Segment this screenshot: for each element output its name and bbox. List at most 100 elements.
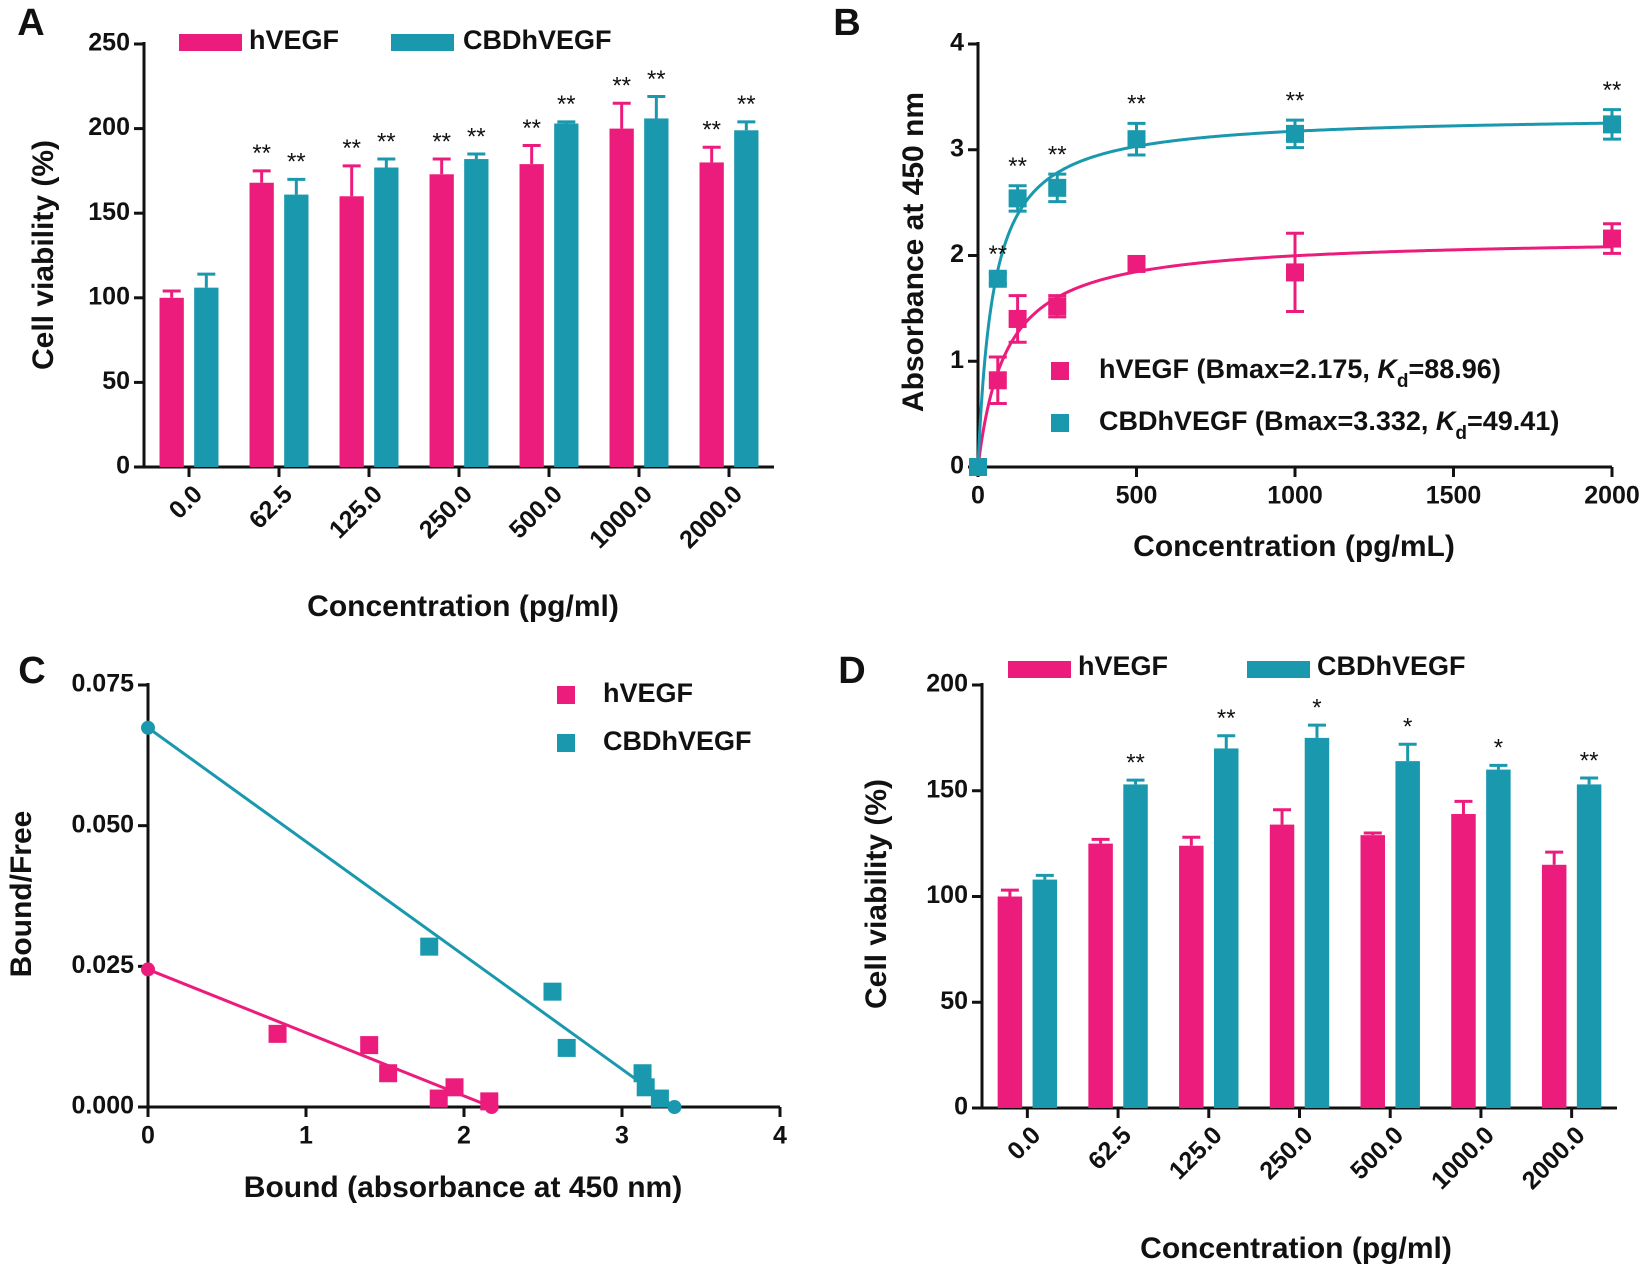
legend-label: CBDhVEGF (Bmax=3.332, Kd=49.41) <box>1099 406 1559 443</box>
x-tick-label: 1000 <box>1267 482 1323 510</box>
bar <box>1486 769 1511 1108</box>
bar <box>1541 864 1567 1108</box>
bar <box>519 164 544 467</box>
legend-swatch <box>1247 661 1310 678</box>
x-tick-label: 0.0 <box>164 480 208 524</box>
y-tick-label: 0 <box>950 452 964 480</box>
x-axis-title: Concentration (pg/ml) <box>307 590 619 623</box>
x-tick-label: 1000.0 <box>1426 1121 1500 1195</box>
bar <box>464 159 489 467</box>
y-tick-label: 100 <box>88 282 130 310</box>
x-tick-label: 2000 <box>1584 482 1640 510</box>
y-tick-label: 3 <box>950 134 964 162</box>
legend-marker <box>1051 362 1069 380</box>
legend-text-part: K <box>1377 354 1399 384</box>
significance: ** <box>1127 91 1146 118</box>
significance: * <box>1494 735 1503 762</box>
point <box>429 1089 448 1108</box>
point <box>636 1078 655 1097</box>
legend-label: hVEGF <box>603 678 693 708</box>
bar <box>609 128 634 467</box>
y-tick-label: 50 <box>940 987 968 1015</box>
y-tick-label: 150 <box>926 775 968 803</box>
point <box>379 1064 398 1083</box>
x-tick-label: 2 <box>457 1122 471 1150</box>
legend-text-part: d <box>1397 371 1409 392</box>
x-tick-label: 62.5 <box>244 480 298 534</box>
legend-text-part: =88.96) <box>1408 354 1500 384</box>
legend-marker <box>557 686 575 704</box>
x-tick-label: 2000.0 <box>674 480 748 554</box>
significance: ** <box>467 123 486 150</box>
panel-label: A <box>17 2 44 44</box>
legend-swatch <box>179 34 242 51</box>
panel: A 0 50 100 150 200 250 Cell viability (%) Concen… <box>17 2 774 623</box>
bar <box>644 118 669 467</box>
y-tick-label: 1 <box>950 346 964 374</box>
point <box>480 1092 499 1111</box>
point <box>557 1038 576 1057</box>
point <box>1127 254 1146 273</box>
y-axis-title: Cell viability (%) <box>860 779 893 1009</box>
significance: ** <box>287 149 306 176</box>
significance: ** <box>252 140 271 167</box>
x-tick-label: 125.0 <box>324 480 388 544</box>
x-tick-label: 250.0 <box>1254 1121 1318 1185</box>
legend-marker <box>557 734 575 752</box>
bar <box>1214 748 1239 1108</box>
y-tick-label: 150 <box>88 198 130 226</box>
panel-label: C <box>18 650 45 692</box>
significance: ** <box>1286 87 1305 114</box>
bar <box>1451 814 1476 1108</box>
point <box>988 371 1007 390</box>
y-tick-label: 0 <box>954 1093 968 1121</box>
x-tick-label: 250.0 <box>414 480 478 544</box>
x-tick-label: 1500 <box>1426 482 1482 510</box>
y-tick-label: 4 <box>950 29 964 57</box>
legend-text-part: CBDhVEGF (Bmax=3.332, <box>1099 406 1436 436</box>
panel: C 0.000 0.025 0.050 0.075 Bound/Free Bound (ab… <box>5 650 787 1204</box>
bar <box>997 896 1023 1108</box>
y-tick-label: 200 <box>88 113 130 141</box>
legend-label: CBDhVEGF <box>463 25 612 55</box>
bar <box>284 194 309 467</box>
line-end <box>141 720 155 735</box>
significance: ** <box>1603 77 1622 104</box>
y-tick-label: 0.050 <box>71 810 134 838</box>
significance: ** <box>702 117 721 144</box>
bar <box>1179 845 1204 1108</box>
legend-label: CBDhVEGF <box>603 726 752 756</box>
significance: ** <box>612 73 631 100</box>
legend-label: hVEGF <box>249 25 339 55</box>
legend-text-part: hVEGF (Bmax=2.175, <box>1099 354 1377 384</box>
point <box>1286 263 1304 282</box>
point <box>1603 115 1621 134</box>
significance: ** <box>988 241 1007 268</box>
y-axis-title: Cell viability (%) <box>27 140 60 370</box>
significance: ** <box>342 135 361 162</box>
x-axis-title: Concentration (pg/mL) <box>1133 530 1455 563</box>
x-tick-label: 62.5 <box>1083 1121 1137 1175</box>
point <box>1127 130 1146 149</box>
panel-label: B <box>833 2 860 44</box>
x-axis-title: Bound (absorbance at 450 nm) <box>244 1171 682 1204</box>
bar <box>1304 737 1330 1108</box>
bar <box>1395 761 1420 1108</box>
fit-line <box>147 726 676 1109</box>
significance: ** <box>522 115 541 142</box>
line-end <box>667 1100 682 1114</box>
y-tick-label: 200 <box>926 670 968 698</box>
y-tick-label: 50 <box>102 367 130 395</box>
bar <box>429 174 454 467</box>
x-tick-label: 125.0 <box>1164 1121 1228 1185</box>
bar <box>1032 879 1058 1108</box>
legend-label: CBDhVEGF <box>1317 651 1466 681</box>
legend-label: hVEGF <box>1078 651 1168 681</box>
significance: ** <box>557 91 576 118</box>
y-tick-label: 100 <box>926 881 968 909</box>
bar <box>554 123 579 468</box>
fit-line <box>147 968 493 1109</box>
point <box>988 269 1007 288</box>
bar <box>339 196 364 467</box>
x-axis-title: Concentration (pg/ml) <box>1140 1232 1452 1265</box>
